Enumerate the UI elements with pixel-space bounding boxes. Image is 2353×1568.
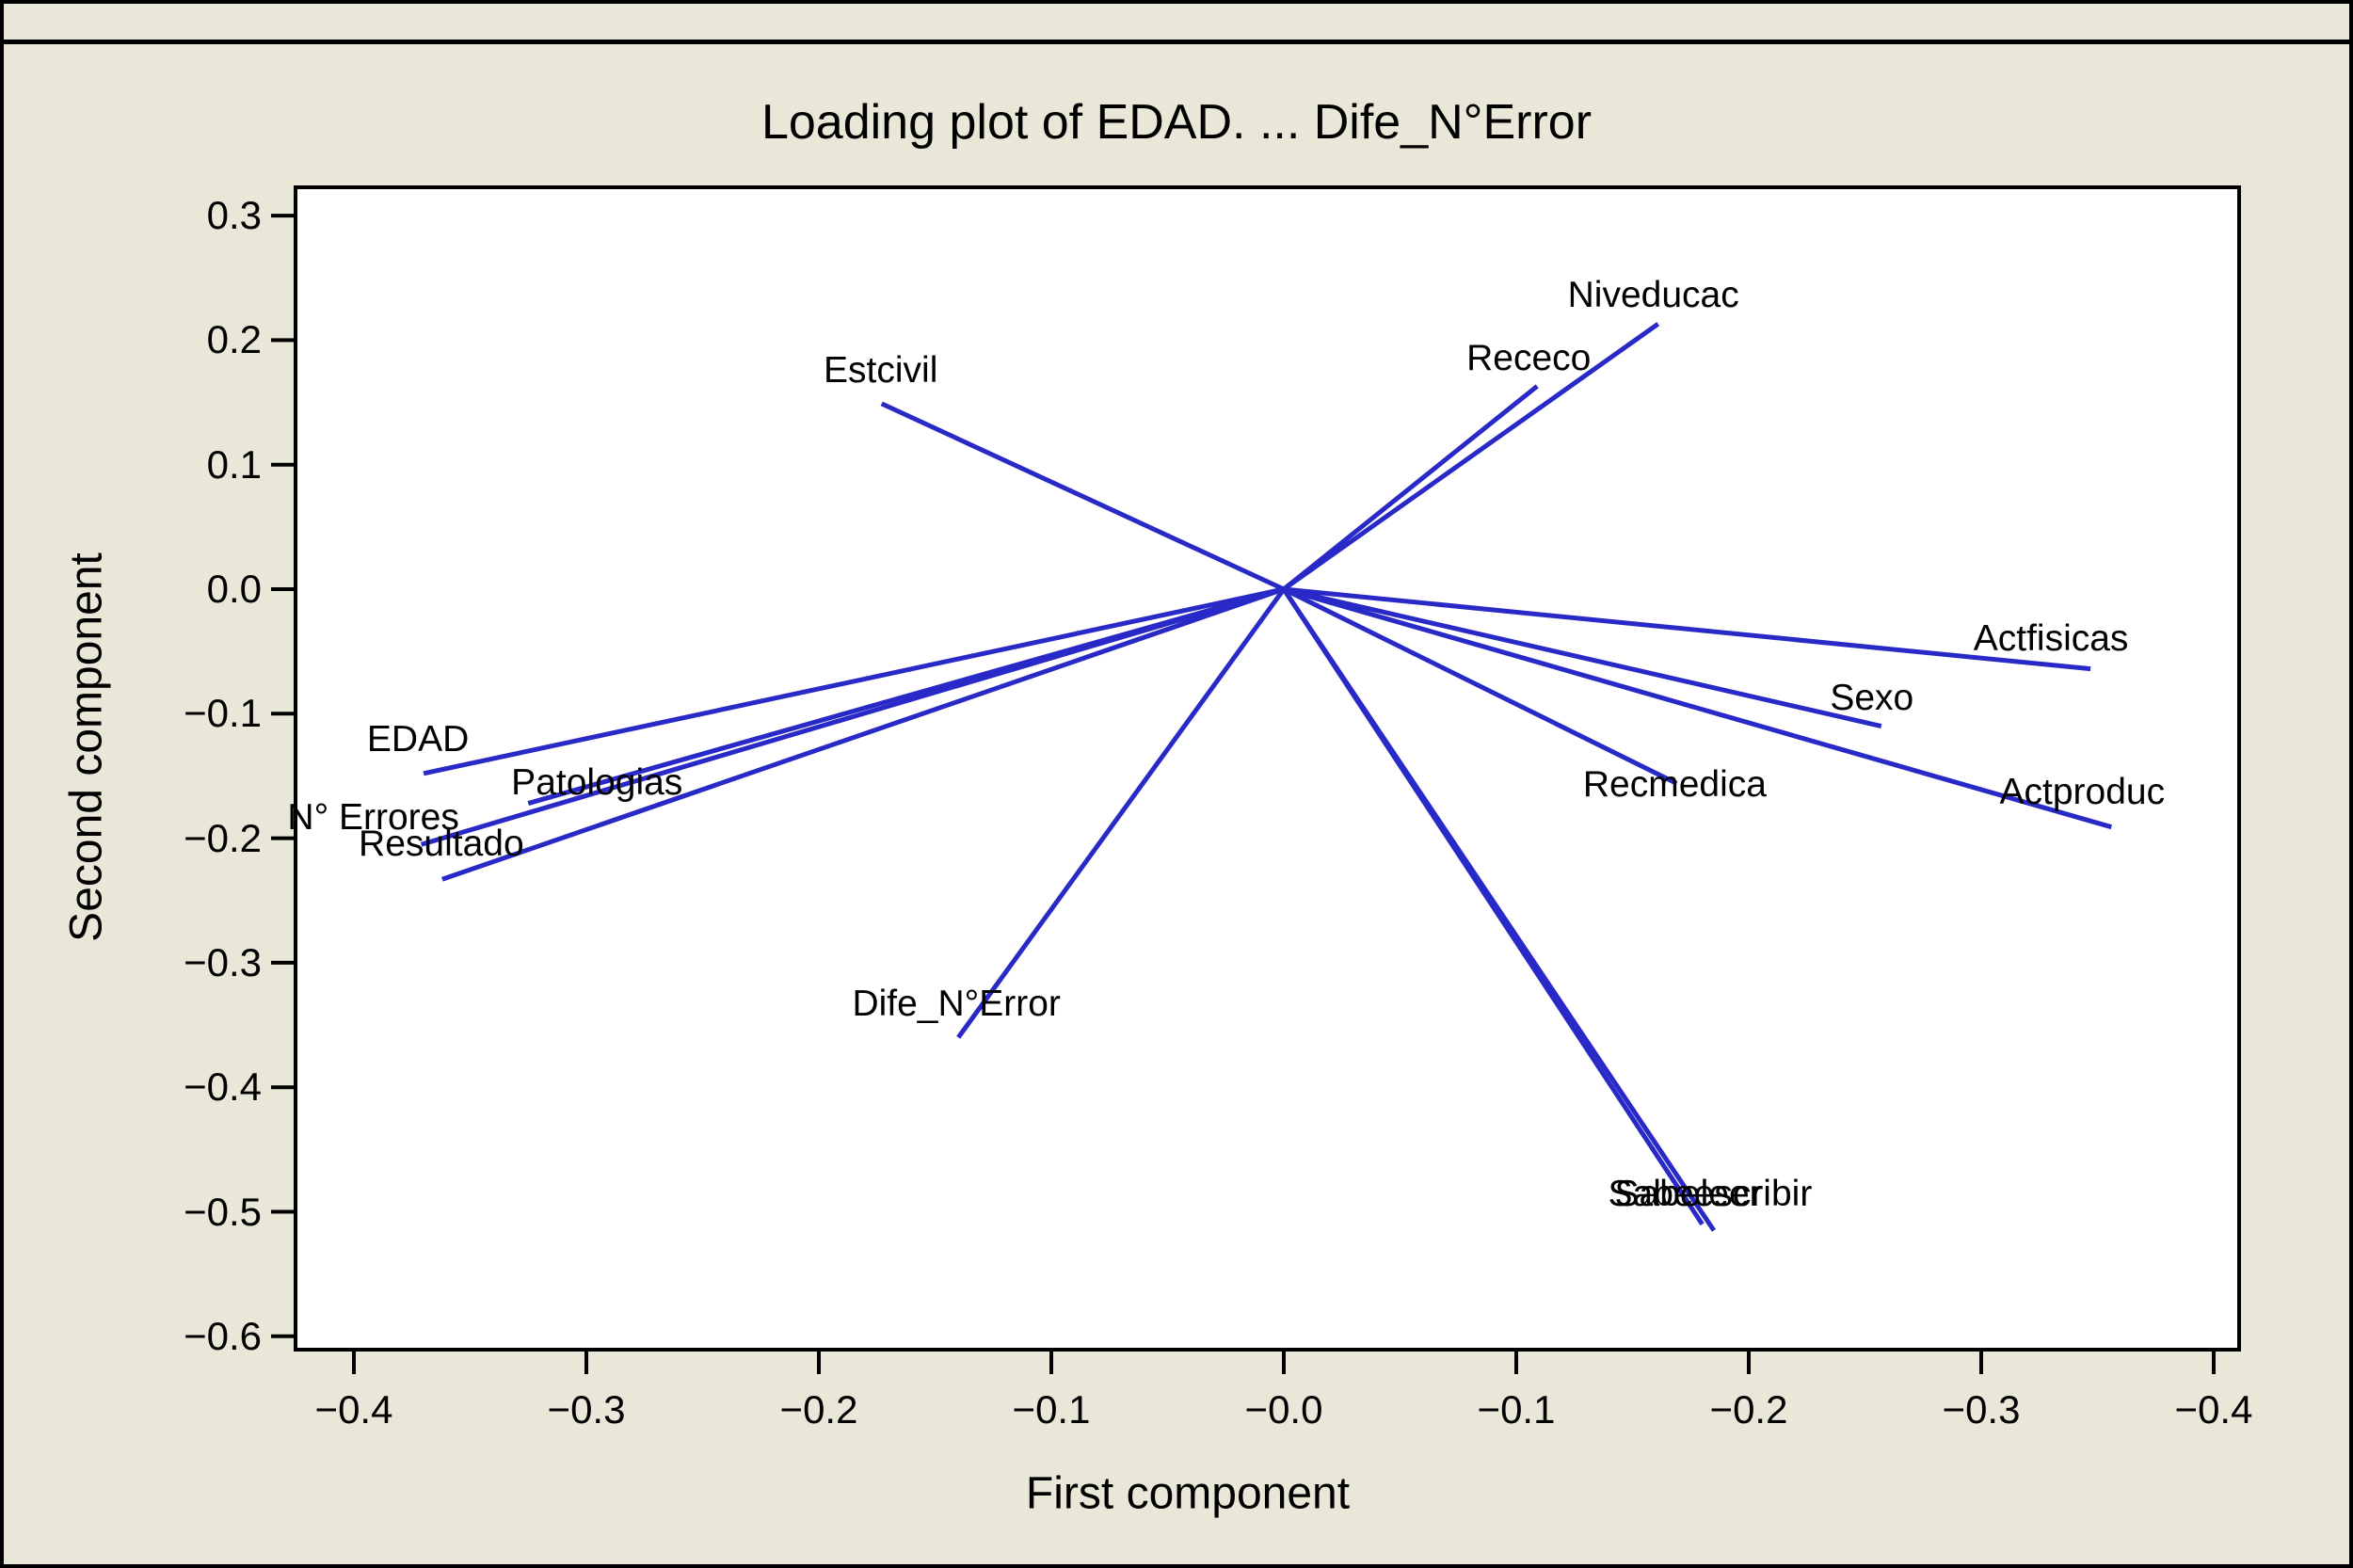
vector-label: Dife_N°Error xyxy=(852,984,1061,1025)
x-tick-label: −0.4 xyxy=(314,1387,393,1432)
x-tick-label: −0.2 xyxy=(1709,1387,1788,1432)
vector-line xyxy=(441,586,1285,882)
vector-label: Actfisicas xyxy=(1973,617,2129,659)
vector-label: Estcivil xyxy=(824,349,938,391)
x-tick-label: −0.3 xyxy=(1942,1387,2021,1432)
vector-label: Recmedica xyxy=(1582,764,1767,806)
vector-line xyxy=(420,586,1285,847)
vector-label: Sexo xyxy=(1830,677,1914,718)
vector-label: Receco xyxy=(1466,338,1592,379)
x-tick-label: −0.1 xyxy=(1012,1387,1091,1432)
vector-line xyxy=(1282,586,1678,786)
y-axis-title: Second component xyxy=(61,552,112,942)
vector-line xyxy=(1282,322,1660,592)
vector-label: Sabeescribir xyxy=(1608,1174,1813,1215)
x-tick-label: −0.1 xyxy=(1477,1387,1556,1432)
y-tick-label: −0.6 xyxy=(184,1313,262,1358)
vector-line xyxy=(1283,586,2113,830)
figure-top-frame-line xyxy=(4,40,2349,44)
vector-label: Patologias xyxy=(511,761,683,803)
vector-label: Resultado xyxy=(359,824,524,865)
y-tick-label: 0.2 xyxy=(206,317,262,362)
vector-line xyxy=(956,587,1287,1039)
vector-line xyxy=(1282,384,1539,591)
vector-label: Niveducac xyxy=(1567,275,1739,316)
vector-line xyxy=(880,401,1286,592)
y-tick-label: −0.3 xyxy=(184,939,262,984)
chart-canvas xyxy=(271,214,2216,1374)
plot-area xyxy=(294,185,2241,1352)
vector-label: N° Errores xyxy=(287,797,459,839)
vector-label: EDAD xyxy=(366,718,470,760)
x-axis-title: First component xyxy=(1025,1468,1351,1519)
y-tick-label: −0.1 xyxy=(184,691,262,736)
x-tick-label: −0.0 xyxy=(1244,1387,1323,1432)
vector-label: Actproduc xyxy=(1999,771,2166,812)
x-tick-label: −0.2 xyxy=(779,1387,858,1432)
y-tick-label: −0.5 xyxy=(184,1189,262,1234)
y-tick-label: 0.1 xyxy=(206,441,262,487)
vector-line xyxy=(1281,587,1717,1232)
vector-label: Sabeleer xyxy=(1614,1173,1762,1214)
x-tick-label: −0.4 xyxy=(2174,1387,2253,1432)
y-tick-label: −0.2 xyxy=(184,815,262,860)
y-tick-label: 0.0 xyxy=(206,567,262,611)
vector-line xyxy=(423,586,1285,776)
y-tick-label: 0.3 xyxy=(206,193,262,238)
vector-line xyxy=(1283,586,1882,728)
chart-title: Loading plot of EDAD. ... Dife_N°Error xyxy=(760,95,1593,150)
vector-line xyxy=(1283,586,2091,672)
x-tick-label: −0.3 xyxy=(547,1387,626,1432)
y-tick-label: −0.4 xyxy=(184,1064,262,1110)
